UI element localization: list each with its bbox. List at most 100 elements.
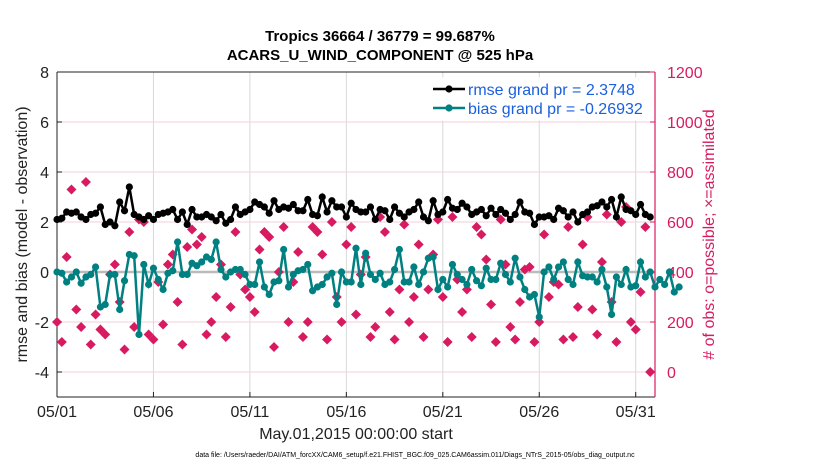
obs-count-marker <box>471 222 482 232</box>
bias-point <box>477 282 485 290</box>
bias-point <box>236 265 244 274</box>
rmse-point <box>323 208 331 216</box>
obs-count-marker <box>490 337 501 347</box>
bias-point <box>429 253 437 261</box>
obs-count-marker <box>158 319 169 330</box>
rmse-point <box>183 220 191 229</box>
bias-point <box>241 270 249 279</box>
obs-count-marker <box>148 334 159 345</box>
rmse-point <box>550 215 558 224</box>
rmse-point <box>91 209 100 217</box>
x-axis-label: May.01,2015 00:00:00 start <box>259 426 453 443</box>
bias-point <box>169 267 177 275</box>
obs-count-marker <box>201 329 212 340</box>
x-tick-label: 05/26 <box>519 404 559 421</box>
bias-point <box>145 280 153 289</box>
bias-point <box>492 275 500 284</box>
obs-count-marker <box>601 209 612 220</box>
bias-point <box>468 265 476 274</box>
bias-point <box>501 270 510 279</box>
bias-point <box>386 278 394 286</box>
rmse-point <box>607 195 616 204</box>
rmse-point <box>328 197 336 205</box>
bias-point <box>337 268 346 276</box>
bias-point <box>622 265 630 274</box>
bias-point <box>390 265 399 274</box>
bias-point <box>482 264 490 272</box>
rmse-point <box>169 205 177 214</box>
rmse-point <box>246 205 254 214</box>
y-tick-label: -4 <box>35 365 49 382</box>
rmse-point <box>574 218 582 226</box>
y-right-tick-label: 800 <box>667 165 694 182</box>
rmse-point <box>526 209 534 217</box>
bias-point <box>448 260 457 269</box>
y-axis-label: rmse and bias (model - observation) <box>14 106 31 362</box>
rmse-point <box>559 207 567 215</box>
rmse-point <box>617 193 625 201</box>
bias-point <box>159 285 167 294</box>
bias-point <box>463 280 471 289</box>
obs-count-marker <box>399 219 410 230</box>
bias-point <box>497 259 505 267</box>
bias-point <box>362 249 370 257</box>
legend-rmse-label: rmse grand pr = 2.3748 <box>468 82 635 99</box>
obs-count-marker <box>182 242 193 252</box>
rmse-point <box>58 214 66 222</box>
bias-point <box>574 258 582 266</box>
y-right-tick-label: 1200 <box>667 65 703 82</box>
obs-count-marker <box>336 317 347 327</box>
obs-count-marker <box>225 302 236 312</box>
rmse-point <box>424 217 432 225</box>
bias-point <box>506 278 514 286</box>
y-tick-label: 4 <box>40 165 49 182</box>
bias-point <box>641 273 649 281</box>
obs-count-marker <box>592 329 603 340</box>
bias-point <box>458 275 466 284</box>
obs-count-marker <box>61 252 72 262</box>
bias-point <box>598 265 606 274</box>
rmse-point <box>400 213 408 221</box>
obs-count-marker <box>326 217 337 227</box>
bias-point <box>154 275 162 284</box>
obs-count-marker <box>524 262 535 272</box>
obs-count-marker <box>302 317 313 327</box>
rmse-point <box>636 200 645 209</box>
obs-count-marker <box>346 222 357 232</box>
bias-point <box>173 238 182 246</box>
bias-point <box>472 277 481 285</box>
rmse-point <box>463 203 471 211</box>
obs-count-marker <box>269 342 280 352</box>
obs-count-marker <box>529 337 540 347</box>
bias-point <box>444 283 452 291</box>
rmse-point <box>231 203 240 211</box>
obs-count-marker <box>322 334 333 345</box>
obs-count-marker <box>71 304 82 315</box>
y-right-tick-label: 600 <box>667 215 694 232</box>
obs-count-marker <box>408 292 419 302</box>
bias-point <box>603 283 611 291</box>
rmse-point <box>487 204 495 212</box>
bias-line <box>56 241 681 335</box>
bias-point <box>569 280 577 289</box>
obs-count-marker <box>587 304 598 315</box>
bias-point <box>636 258 645 266</box>
bias-point <box>405 278 413 286</box>
rmse-point <box>347 199 355 207</box>
bias-point <box>516 273 524 281</box>
bias-point <box>58 269 66 277</box>
rmse-point <box>342 213 350 221</box>
bias-point <box>535 313 543 321</box>
bias-point <box>550 275 558 284</box>
obs-count-marker <box>384 307 395 317</box>
bias-point <box>77 279 85 287</box>
bias-point <box>632 282 640 290</box>
rmse-point <box>111 222 119 230</box>
bias-point <box>140 260 148 269</box>
bias-point <box>588 273 596 281</box>
bias-point <box>67 273 76 281</box>
legend-bias-label: bias grand pr = -0.26932 <box>468 101 643 118</box>
obs-count-marker <box>379 227 390 237</box>
rmse-point <box>260 203 268 211</box>
rmse-point <box>429 197 437 205</box>
